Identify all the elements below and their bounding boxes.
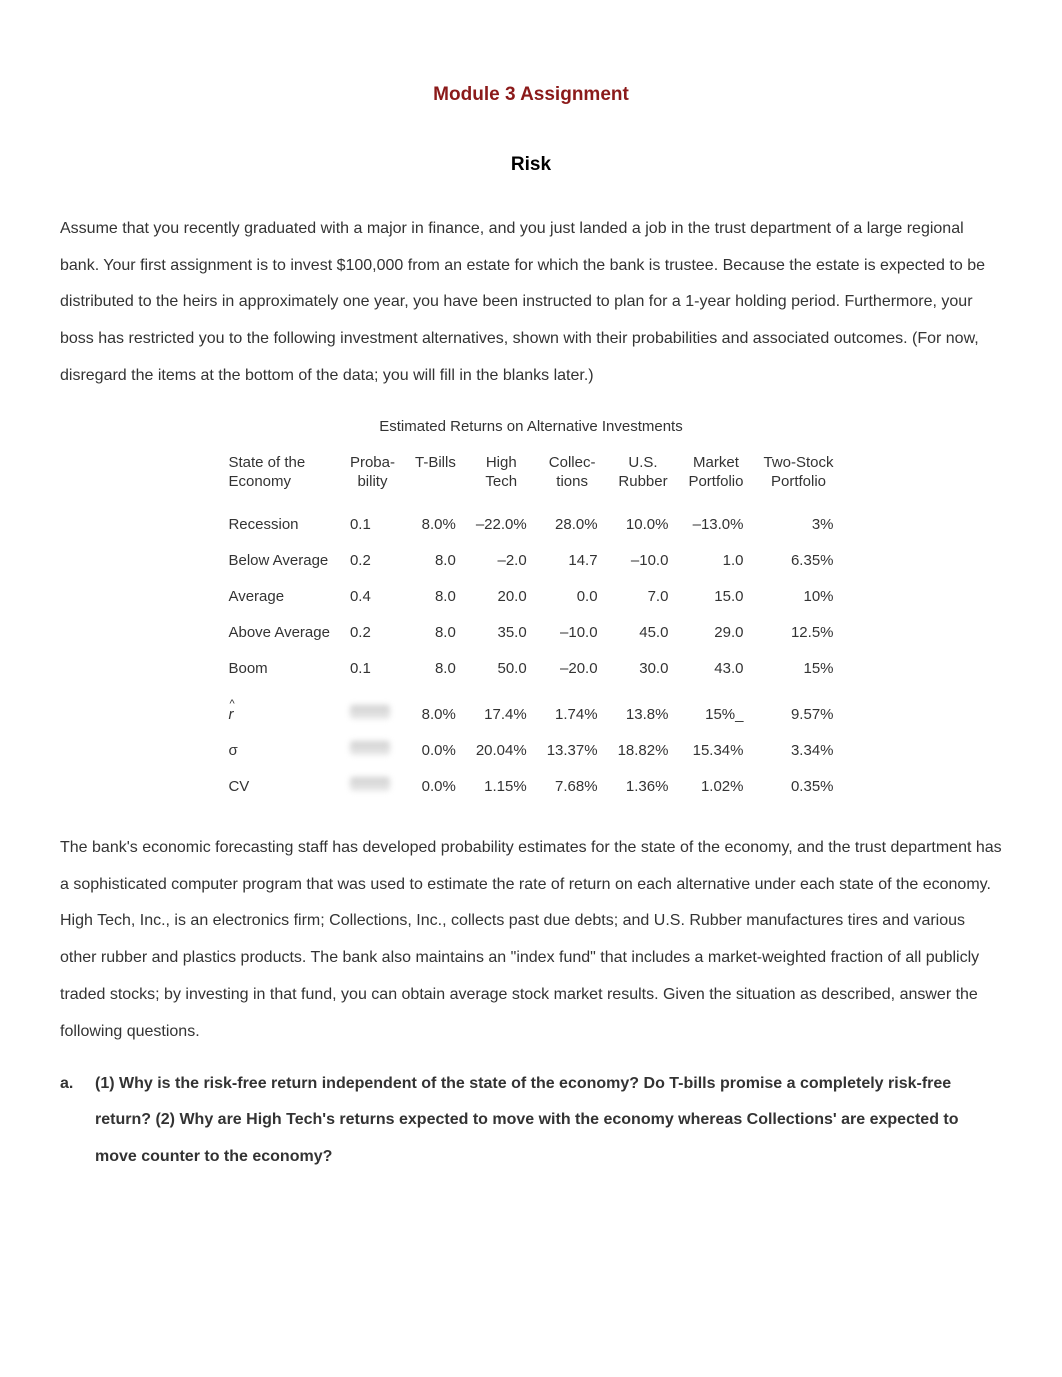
document-title: Module 3 Assignment: [60, 80, 1002, 110]
table-row: Recession 0.1 8.0% –22.0% 28.0% 10.0% –1…: [218, 507, 843, 543]
question-text: (1) Why is the risk-free return independ…: [95, 1066, 1002, 1176]
stat-label-sigma: σ: [218, 733, 339, 769]
summary-row-rhat: r 8.0% 17.4% 1.74% 13.8% 15%_ 9.57%: [218, 697, 843, 733]
col-header-twostock: Two-StockPortfolio: [753, 449, 843, 507]
returns-table: State of theEconomy Proba-bility T-Bills…: [218, 449, 843, 805]
summary-row-cv: CV 0.0% 1.15% 7.68% 1.36% 1.02% 0.35%: [218, 769, 843, 805]
col-header-tbills: T-Bills: [405, 449, 466, 507]
col-header-collections: Collec-tions: [537, 449, 608, 507]
table-row: Boom 0.1 8.0 50.0 –20.0 30.0 43.0 15%: [218, 651, 843, 687]
table-caption: Estimated Returns on Alternative Investm…: [60, 415, 1002, 439]
col-header-state: State of theEconomy: [218, 449, 339, 507]
col-header-market: MarketPortfolio: [678, 449, 753, 507]
col-header-hightech: HighTech: [466, 449, 537, 507]
table-row: Below Average 0.2 8.0 –2.0 14.7 –10.0 1.…: [218, 543, 843, 579]
intro-paragraph: Assume that you recently graduated with …: [60, 211, 1002, 395]
table-header-row: State of theEconomy Proba-bility T-Bills…: [218, 449, 843, 507]
col-header-probability: Proba-bility: [340, 449, 405, 507]
blurred-cell: [340, 733, 405, 769]
table-row: Average 0.4 8.0 20.0 0.0 7.0 15.0 10%: [218, 579, 843, 615]
document-subtitle: Risk: [60, 150, 1002, 180]
question-label: a.: [60, 1066, 95, 1103]
stat-label-rhat: r: [218, 697, 339, 733]
question-a: a. (1) Why is the risk-free return indep…: [60, 1066, 1002, 1176]
table-row: Above Average 0.2 8.0 35.0 –10.0 45.0 29…: [218, 615, 843, 651]
blurred-cell: [340, 697, 405, 733]
body-paragraph: The bank's economic forecasting staff ha…: [60, 830, 1002, 1051]
stat-label-cv: CV: [218, 769, 339, 805]
summary-row-sigma: σ 0.0% 20.04% 13.37% 18.82% 15.34% 3.34%: [218, 733, 843, 769]
col-header-usrubber: U.S.Rubber: [608, 449, 679, 507]
blurred-cell: [340, 769, 405, 805]
spacer-row: [218, 687, 843, 697]
